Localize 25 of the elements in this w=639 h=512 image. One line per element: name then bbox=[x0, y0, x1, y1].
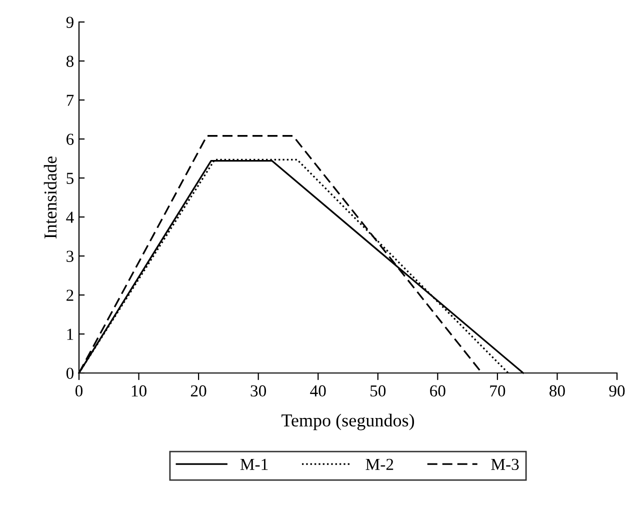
x-tick-label: 90 bbox=[609, 385, 625, 397]
x-tick-label: 80 bbox=[550, 385, 565, 397]
legend-label: M-3 bbox=[491, 458, 519, 470]
y-tick-label: 4 bbox=[66, 212, 74, 223]
y-tick-label: 7 bbox=[66, 94, 74, 106]
x-axis-title: Tempo (segundos) bbox=[282, 414, 414, 430]
y-tick-label: 6 bbox=[66, 134, 74, 145]
x-tick-label: 60 bbox=[430, 385, 446, 397]
y-tick-label: 0 bbox=[66, 368, 74, 379]
y-tick-label: 3 bbox=[66, 250, 74, 262]
y-tick-label: 2 bbox=[66, 290, 74, 301]
x-tick-label: 50 bbox=[370, 385, 386, 397]
legend-label: M-1 bbox=[240, 458, 268, 470]
y-tick-label: 1 bbox=[67, 328, 74, 340]
y-axis-title: Intensidade bbox=[44, 156, 57, 238]
y-tick-label: 8 bbox=[66, 56, 74, 67]
x-tick-label: 30 bbox=[250, 385, 266, 397]
x-tick-label: 40 bbox=[310, 385, 326, 397]
y-tick-label: 5 bbox=[66, 172, 74, 184]
legend-label: M-2 bbox=[366, 458, 394, 470]
x-tick-label: 0 bbox=[75, 385, 83, 397]
x-tick-label: 70 bbox=[490, 385, 506, 397]
x-tick-label: 20 bbox=[190, 385, 206, 397]
y-tick-label: 9 bbox=[66, 16, 74, 28]
x-tick-label: 10 bbox=[132, 385, 146, 397]
